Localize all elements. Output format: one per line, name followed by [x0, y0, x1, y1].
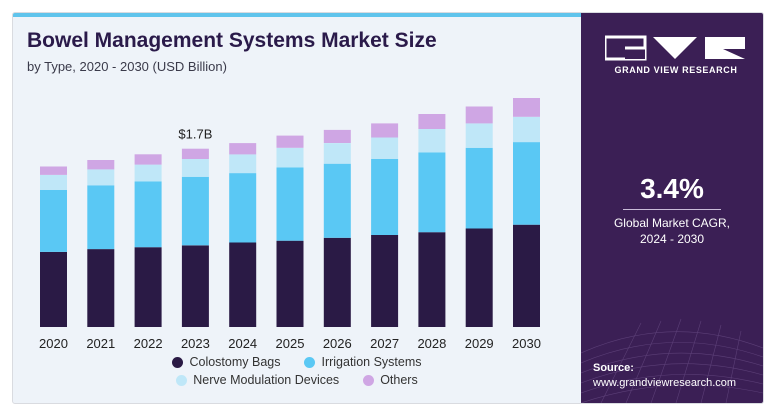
bar-segment-2022-irrigation-systems — [134, 181, 162, 248]
bar-segment-2029-others — [465, 106, 493, 124]
bar-segment-2028-irrigation-systems — [418, 152, 446, 233]
source-label: Source: — [593, 362, 634, 374]
bar-segment-2021-irrigation-systems — [87, 185, 115, 250]
bar-segment-2028-nerve-modulation-devices — [418, 129, 446, 153]
x-tick-label-2024: 2024 — [228, 336, 257, 351]
bar-segment-2027-nerve-modulation-devices — [371, 137, 399, 159]
bar-segment-2020-irrigation-systems — [40, 190, 67, 252]
bar-segment-2030-irrigation-systems — [513, 142, 540, 225]
chart-title: Bowel Management Systems Market Size — [27, 29, 437, 52]
bar-segment-2028-colostomy-bags — [418, 232, 446, 327]
bar-segment-2024-irrigation-systems — [229, 173, 257, 243]
bar-segment-2025-others — [276, 135, 304, 148]
bar-segment-2030-nerve-modulation-devices — [513, 116, 540, 143]
bar-segment-2030-others — [513, 98, 540, 117]
bar-segment-2027-irrigation-systems — [371, 159, 399, 235]
chart-panel: Bowel Management Systems Market Size by … — [13, 13, 581, 403]
cagr-label-line1: Global Market CAGR, — [613, 216, 731, 230]
x-tick-label-2021: 2021 — [86, 336, 115, 351]
legend-item-nerve-modulation-devices: Nerve Modulation Devices — [176, 373, 339, 387]
side-panel: GRAND VIEW RESEARCH 3.4% Global Market C… — [581, 13, 763, 403]
x-tick-label-2029: 2029 — [465, 336, 494, 351]
brand-name: GRAND VIEW RESEARCH — [614, 65, 738, 75]
market-size-card: Bowel Management Systems Market Size by … — [12, 12, 764, 404]
bar-segment-2025-nerve-modulation-devices — [276, 147, 304, 168]
bar-segment-2023-nerve-modulation-devices — [181, 159, 209, 177]
x-tick-label-2022: 2022 — [134, 336, 163, 351]
x-tick-label-2020: 2020 — [39, 336, 68, 351]
bar-segment-2029-irrigation-systems — [465, 147, 493, 229]
bar-segment-2024-others — [229, 143, 257, 155]
chart-subtitle: by Type, 2020 - 2030 (USD Billion) — [27, 59, 227, 74]
bar-segment-2029-colostomy-bags — [465, 228, 493, 327]
legend-swatch-nerve-modulation-devices — [176, 374, 188, 386]
value-annotation-2023: $1.7B — [178, 127, 212, 142]
grand-view-research-logo — [605, 35, 745, 61]
bar-segment-2021-colostomy-bags — [87, 249, 115, 327]
bar-segment-2027-colostomy-bags — [371, 235, 399, 327]
x-tick-label-2026: 2026 — [323, 336, 352, 351]
accent-rule — [13, 13, 581, 17]
legend-item-others: Others — [363, 373, 418, 387]
legend-label-colostomy-bags: Colostomy Bags — [189, 355, 281, 369]
legend-row-2: Nerve Modulation Devices Others — [13, 373, 581, 387]
chart-legend: Colostomy Bags Irrigation Systems Nerve … — [13, 355, 581, 391]
legend-label-irrigation-systems: Irrigation Systems — [321, 355, 422, 369]
mesh-decoration — [581, 318, 763, 403]
stacked-bar-chart: 2020 2021 2022 2023 $1.7B 2024 2025 2026 2027 202… — [39, 98, 541, 351]
x-tick-label-2027: 2027 — [370, 336, 399, 351]
bar-segment-2026-irrigation-systems — [323, 163, 351, 238]
source-url[interactable]: www.grandviewresearch.com — [593, 377, 737, 389]
x-tick-label-2030: 2030 — [512, 336, 541, 351]
legend-label-others: Others — [380, 373, 418, 387]
legend-swatch-irrigation-systems — [304, 356, 316, 368]
legend-swatch-others — [363, 374, 375, 386]
bar-segment-2022-others — [134, 154, 162, 165]
cagr-divider — [623, 209, 721, 210]
legend-label-nerve-modulation-devices: Nerve Modulation Devices — [193, 373, 340, 387]
bar-segment-2021-others — [87, 160, 115, 170]
x-tick-label-2028: 2028 — [417, 336, 446, 351]
bar-segment-2025-colostomy-bags — [276, 240, 304, 327]
bar-segment-2026-nerve-modulation-devices — [323, 143, 351, 164]
x-tick-label-2025: 2025 — [276, 336, 305, 351]
legend-swatch-colostomy-bags — [172, 356, 184, 368]
bar-segment-2023-irrigation-systems — [181, 176, 209, 246]
bar-segment-2026-colostomy-bags — [323, 237, 351, 327]
bar-segment-2030-colostomy-bags — [513, 224, 540, 327]
bar-segment-2020-others — [40, 166, 67, 175]
bar-segment-2023-others — [181, 148, 209, 159]
legend-row-1: Colostomy Bags Irrigation Systems — [13, 355, 581, 369]
legend-item-colostomy-bags: Colostomy Bags — [172, 355, 280, 369]
bar-segment-2023-colostomy-bags — [181, 245, 209, 327]
bar-segment-2028-others — [418, 114, 446, 129]
bar-segment-2020-nerve-modulation-devices — [40, 175, 67, 190]
cagr-label: Global Market CAGR, 2024 - 2030 — [581, 215, 763, 247]
cagr-label-line2: 2024 - 2030 — [639, 232, 705, 246]
bar-segment-2020-colostomy-bags — [40, 251, 67, 327]
bar-segment-2025-irrigation-systems — [276, 167, 304, 241]
bar-segment-2022-colostomy-bags — [134, 247, 162, 327]
legend-item-irrigation-systems: Irrigation Systems — [304, 355, 422, 369]
bar-segment-2029-nerve-modulation-devices — [465, 123, 493, 148]
bar-segment-2026-others — [323, 129, 351, 143]
bar-segment-2024-nerve-modulation-devices — [229, 154, 257, 174]
x-tick-label-2023: 2023 — [181, 336, 210, 351]
bar-segment-2022-nerve-modulation-devices — [134, 164, 162, 182]
bar-segment-2021-nerve-modulation-devices — [87, 169, 115, 186]
bar-segment-2024-colostomy-bags — [229, 242, 257, 327]
cagr-value: 3.4% — [640, 173, 704, 204]
bar-segment-2027-others — [371, 123, 399, 138]
